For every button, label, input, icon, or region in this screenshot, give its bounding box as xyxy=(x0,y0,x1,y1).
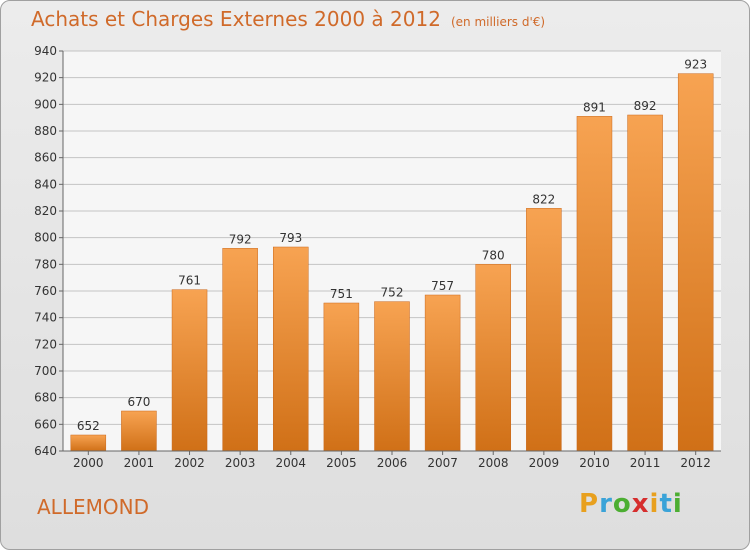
chart-subtitle: (en milliers d'€) xyxy=(450,15,546,29)
axes xyxy=(59,50,721,455)
chart-title: Achats et Charges Externes 2000 à 2012 (e… xyxy=(31,7,545,31)
data-label: 793 xyxy=(279,231,302,245)
y-tick-label: 820 xyxy=(34,204,57,218)
x-tick-label: 2005 xyxy=(326,456,357,470)
data-label: 792 xyxy=(229,232,252,246)
bar xyxy=(121,410,157,452)
x-tick-label: 2008 xyxy=(478,456,509,470)
y-tick-label: 840 xyxy=(34,177,57,191)
data-label: 761 xyxy=(178,274,201,288)
logo-letter: i xyxy=(672,489,683,519)
data-label: 652 xyxy=(77,419,100,433)
logo-letter: i xyxy=(649,489,660,519)
bars xyxy=(70,73,714,452)
y-tick-label: 860 xyxy=(34,151,57,165)
bar xyxy=(627,114,663,452)
x-tick-label: 2003 xyxy=(225,456,256,470)
bar xyxy=(222,248,258,452)
bar xyxy=(576,116,613,452)
logo-letter: o xyxy=(612,489,632,519)
chart-title-text: Achats et Charges Externes 2000 à 2012 xyxy=(31,7,441,31)
x-tick-label: 2000 xyxy=(73,456,104,470)
bar xyxy=(475,264,511,452)
y-tick-label: 920 xyxy=(34,71,57,85)
y-tick-label: 720 xyxy=(34,337,57,351)
x-tick-label: 2007 xyxy=(427,456,458,470)
data-label: 670 xyxy=(127,395,150,409)
x-tick-label: 2006 xyxy=(377,456,408,470)
bar xyxy=(374,301,410,452)
data-label: 891 xyxy=(583,100,606,114)
logo-letter: t xyxy=(659,489,673,519)
labels: 640 660 680 700 720 740 760 780 800 820 840 860 880 9… xyxy=(34,44,711,470)
y-tick-label: 760 xyxy=(34,284,57,298)
bar xyxy=(273,246,309,452)
y-tick-label: 800 xyxy=(34,231,57,245)
y-tick-label: 740 xyxy=(34,311,57,325)
commune-name: ALLEMOND xyxy=(37,495,149,519)
bar xyxy=(171,289,208,452)
y-tick-label: 880 xyxy=(34,124,57,138)
x-tick-label: 2004 xyxy=(275,456,306,470)
y-tick-label: 640 xyxy=(34,444,57,458)
bar xyxy=(424,294,461,452)
y-tick-label: 700 xyxy=(34,364,57,378)
logo-letter: x xyxy=(631,489,650,519)
data-label: 892 xyxy=(634,99,657,113)
bar xyxy=(526,208,562,452)
x-tick-label: 2010 xyxy=(579,456,610,470)
x-tick-label: 2009 xyxy=(529,456,560,470)
data-label: 752 xyxy=(381,286,404,300)
data-label: 757 xyxy=(431,279,454,293)
logo-letter: P xyxy=(579,489,600,519)
logo-letter: r xyxy=(599,489,613,519)
x-tick-label: 2011 xyxy=(630,456,661,470)
data-label: 822 xyxy=(532,192,555,206)
x-tick-label: 2012 xyxy=(680,456,711,470)
y-tick-label: 780 xyxy=(34,257,57,271)
bar xyxy=(677,73,714,452)
bar xyxy=(70,434,107,452)
x-tick-label: 2001 xyxy=(124,456,155,470)
proxiti-logo: Proxiti xyxy=(579,489,683,519)
x-tick-label: 2002 xyxy=(174,456,205,470)
data-label: 923 xyxy=(684,58,707,72)
y-tick-label: 940 xyxy=(34,44,57,58)
bar xyxy=(323,302,360,452)
y-tick-label: 660 xyxy=(34,417,57,431)
y-tick-label: 900 xyxy=(34,97,57,111)
y-tick-label: 680 xyxy=(34,391,57,405)
data-label: 751 xyxy=(330,287,353,301)
data-label: 780 xyxy=(482,248,505,262)
